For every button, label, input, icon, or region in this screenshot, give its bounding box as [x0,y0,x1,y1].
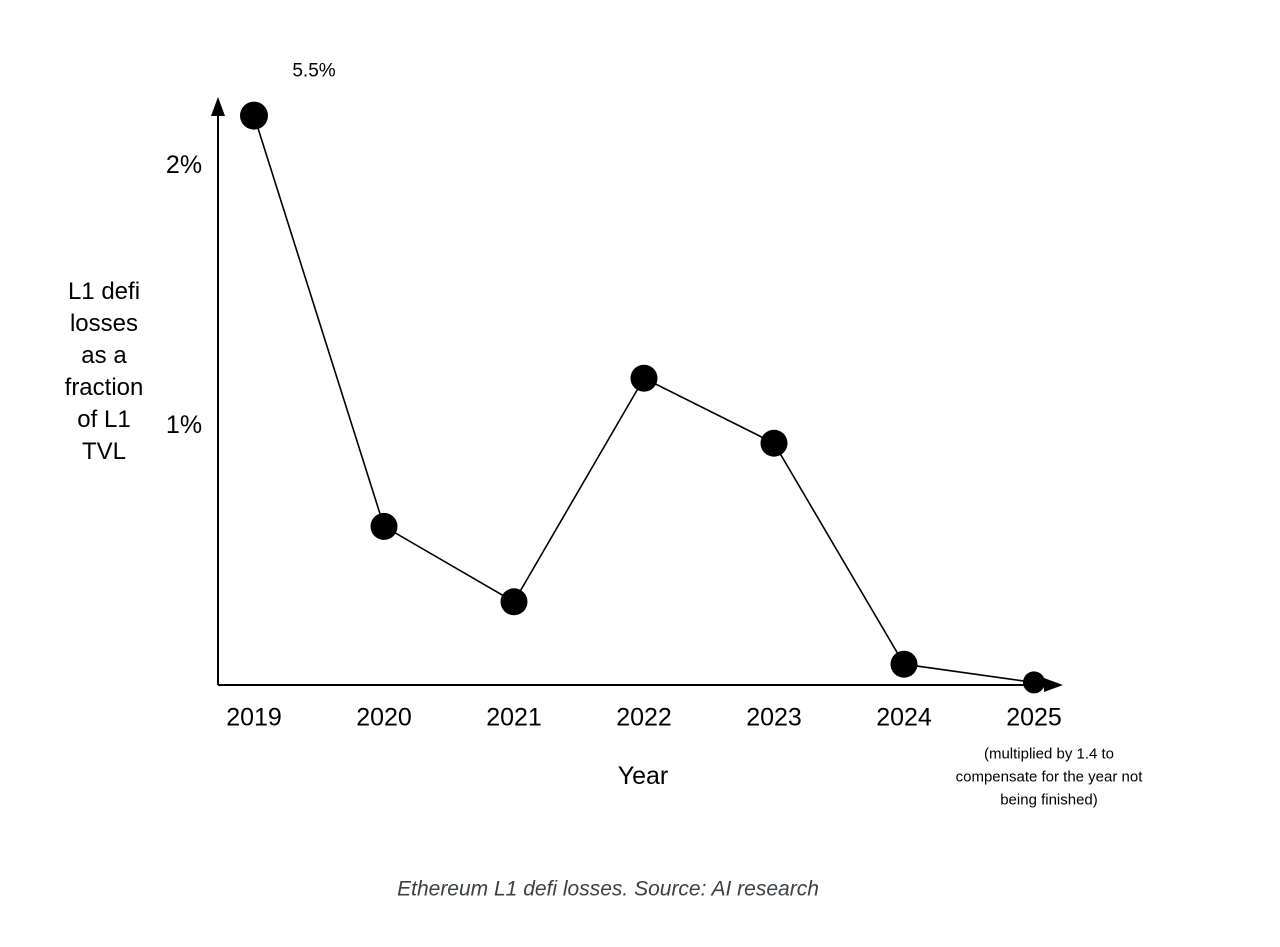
y-tick-label-1pct: 1% [165,410,203,439]
x-tick-label-2020: 2020 [356,703,412,732]
x-tick-label-2021: 2021 [486,703,542,732]
y-axis-arrow-icon [211,97,225,116]
data-point-2024 [890,650,918,678]
figure-caption: Ethereum L1 defi losses. Source: AI rese… [397,877,819,901]
y-tick-label-2pct: 2% [165,150,203,179]
data-point-2019 [240,101,268,130]
x-tick-label-2022: 2022 [616,703,672,732]
x-tick-label-2019: 2019 [226,703,282,732]
x-tick-label-2023: 2023 [746,703,802,732]
data-point-2021 [500,588,528,616]
data-point-2020 [370,512,398,540]
x-tick-label-2024: 2024 [876,703,932,732]
y-axis-title: L1 defi losses as a fraction of L1 TVL [64,278,144,465]
data-line [253,115,1035,684]
data-points-group [240,101,1045,694]
x-tick-label-2025: 2025 [1006,703,1062,732]
x-axis-arrow-icon [1044,678,1063,692]
data-point-2023 [760,429,788,457]
data-point-2022 [630,364,658,392]
data-point-2025 [1023,671,1045,694]
x-axis-note-2025: (multiplied by 1.4 to compensate for the… [955,745,1143,809]
x-axis-title: Year [617,761,669,790]
point-annotation-2019: 5.5% [292,60,336,82]
